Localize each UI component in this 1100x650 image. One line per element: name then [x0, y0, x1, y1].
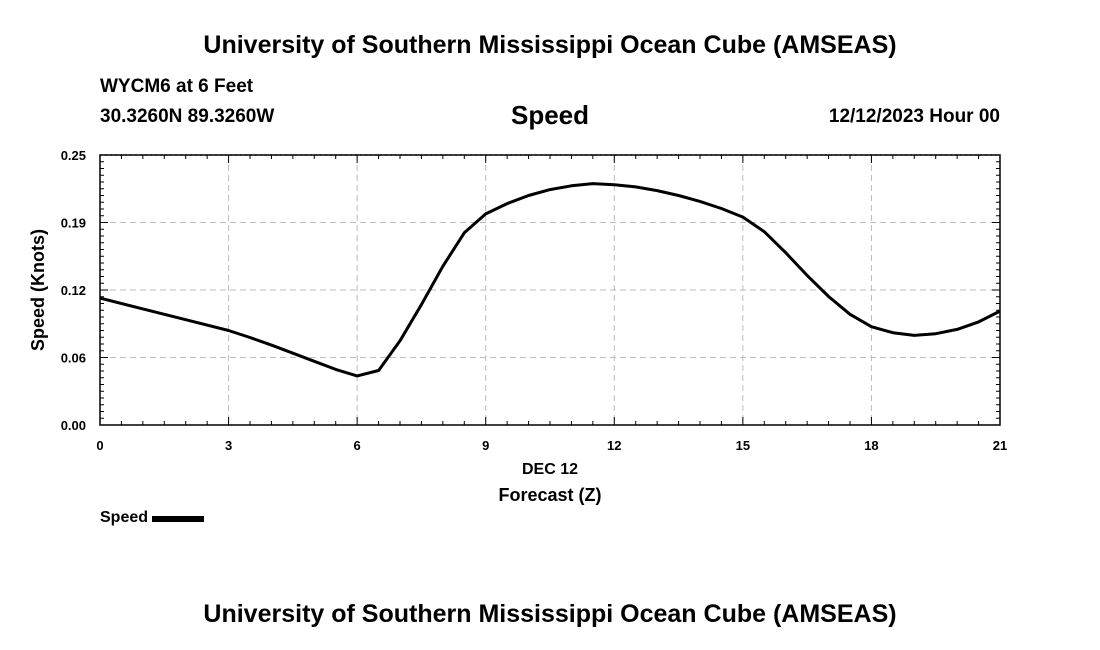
- x-tick-label: 21: [993, 438, 1007, 453]
- series-layer: [99, 182, 1001, 378]
- grid-lines: [100, 154, 1000, 425]
- speed-series-line: [99, 182, 1001, 378]
- y-tick-label: 0.19: [61, 216, 86, 231]
- x-tick-label: 0: [96, 438, 103, 453]
- y-tick-label: 0.12: [61, 283, 86, 298]
- coordinates-label: 30.3260N 89.3260W: [100, 106, 275, 127]
- bottom-title: University of Southern Mississippi Ocean…: [203, 600, 897, 628]
- x-tick-label: 6: [354, 438, 361, 453]
- top-title: University of Southern Mississippi Ocean…: [203, 31, 897, 59]
- chart-title: Speed: [510, 100, 590, 130]
- y-axis-label: Speed (Knots): [28, 229, 48, 351]
- legend: Speed: [100, 509, 205, 527]
- y-tick-label: 0.06: [61, 351, 86, 366]
- plot-frame: [99, 154, 1001, 426]
- station-label: WYCM6 at 6 Feet: [100, 76, 254, 97]
- x-tick-label: 3: [225, 438, 232, 453]
- date-stamp: 12/12/2023 Hour 00: [828, 106, 1000, 127]
- x-axis-label: Forecast (Z): [498, 485, 601, 505]
- legend-label: Speed: [100, 509, 149, 526]
- legend-swatch: [152, 516, 205, 522]
- x-tick-label: 18: [864, 438, 878, 453]
- tick-labels: 0 3 6 9 12 15 18 21 0.00 0.06 0.12 0.19 0.25: [61, 148, 1008, 453]
- x-tick-label: 9: [482, 438, 489, 453]
- y-tick-label: 0.00: [61, 418, 86, 433]
- x-tick-label: 12: [607, 438, 621, 453]
- x-axis-sublabel: DEC 12: [522, 461, 578, 478]
- x-tick-label: 15: [736, 438, 750, 453]
- y-tick-label: 0.25: [61, 148, 86, 163]
